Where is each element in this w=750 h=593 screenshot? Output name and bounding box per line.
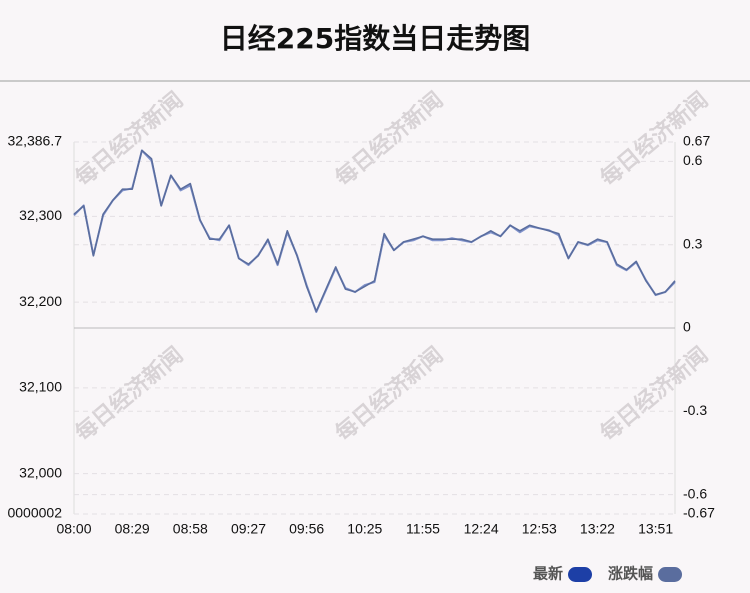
x-tick-label: 10:25 (347, 521, 382, 537)
y2-tick-label: -0.3 (683, 402, 707, 418)
x-tick-label: 12:24 (464, 521, 499, 537)
legend-swatch (658, 567, 683, 582)
price-line (73, 149, 676, 313)
y2-tick-label: -0.6 (683, 485, 707, 501)
chart-title: 日经225指数当日走势图 (220, 22, 530, 55)
x-tick-label: 09:27 (231, 521, 266, 537)
x-tick-label: 13:22 (580, 521, 615, 537)
legend-swatch (568, 567, 593, 582)
y2-tick-label: 0.6 (683, 152, 703, 168)
y2-tick-label: 0 (683, 319, 691, 335)
x-tick-label: 11:55 (406, 521, 440, 537)
legend-label: 最新 (533, 565, 563, 583)
y-tick-label: 32,100 (19, 379, 62, 395)
watermark: 每日经济新闻 (70, 342, 188, 447)
x-tick-label: 08:58 (173, 521, 208, 537)
x-tick-label: 08:29 (115, 521, 150, 537)
x-tick-label: 09:56 (289, 521, 324, 537)
watermark: 每日经济新闻 (595, 342, 713, 447)
y-tick-label: 0000002 (7, 505, 62, 521)
y2-tick-label: 0.3 (683, 235, 703, 251)
price-line (73, 149, 676, 313)
y2-tick-label: 0.67 (683, 133, 710, 149)
y2-tick-label: -0.67 (683, 505, 715, 521)
y-tick-label: 32,000 (19, 464, 62, 480)
watermark: 每日经济新闻 (330, 342, 448, 447)
legend-label: 涨跌幅 (608, 565, 653, 583)
watermark: 每日经济新闻 (330, 87, 448, 192)
x-tick-label: 08:00 (56, 521, 91, 537)
x-tick-label: 12:53 (522, 521, 557, 537)
x-tick-label: 13:51 (638, 521, 673, 537)
y-tick-label: 32,300 (19, 207, 62, 223)
y-tick-label: 32,386.7 (8, 133, 63, 149)
y-tick-label: 32,200 (19, 293, 62, 309)
